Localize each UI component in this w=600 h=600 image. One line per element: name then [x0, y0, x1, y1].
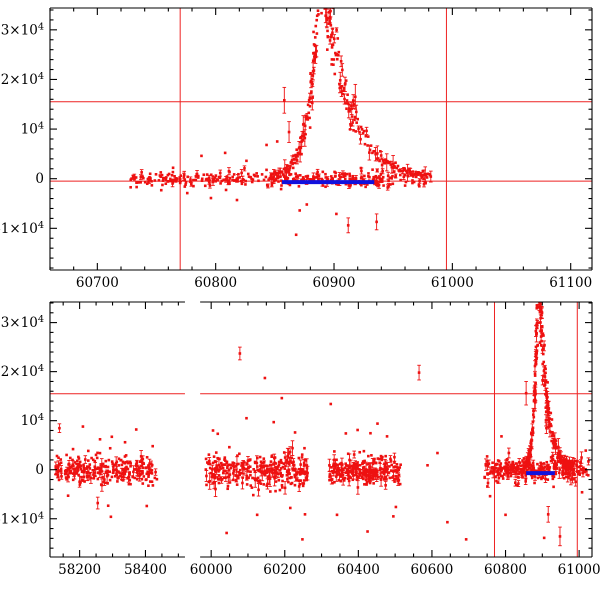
guide-lines: [50, 302, 592, 557]
guide-lines: [50, 8, 592, 270]
top-panel-chart: 60700 60800 60900 61000 61100 -1×104 0 104 2×104…: [0, 7, 593, 291]
tick-label: 58200: [58, 562, 101, 578]
data-points: [54, 302, 591, 547]
tick-label: 60400: [337, 562, 380, 578]
tick-label: 0: [35, 462, 44, 478]
tick-label: 3×104: [1, 314, 44, 331]
tick-label: 0: [35, 171, 44, 187]
bottom-panel-chart: 58200 58400 60000 60200 60400 60600 60800 61000…: [0, 301, 600, 578]
tick-label: 60800: [194, 275, 237, 291]
tick-label: -1×104: [0, 510, 44, 527]
tick-label: 61100: [549, 275, 592, 291]
tick-label: 2×104: [1, 71, 44, 88]
tick-label: 104: [21, 121, 44, 138]
axes: [49, 301, 593, 558]
tick-label: 60700: [76, 275, 119, 291]
tick-label: 60600: [410, 562, 453, 578]
tick-label: 60800: [484, 562, 527, 578]
tick-label: 2×104: [1, 363, 44, 380]
tick-label: -1×104: [0, 220, 44, 237]
tick-label: 60000: [190, 562, 233, 578]
tick-label: 58400: [124, 562, 167, 578]
tick-label: 61000: [431, 275, 474, 291]
data-points: [129, 8, 433, 237]
tick-label: 60200: [263, 562, 306, 578]
tick-label: 60900: [313, 275, 356, 291]
axes: [49, 7, 593, 271]
tick-label: 104: [21, 412, 44, 429]
tick-label: 3×104: [1, 21, 44, 38]
tick-label: 61000: [558, 562, 600, 578]
